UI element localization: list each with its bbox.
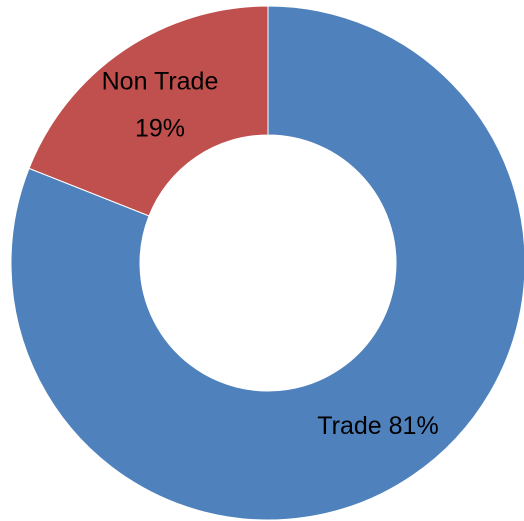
slice — [28, 5, 269, 217]
label-category: Trade — [317, 412, 381, 440]
slice — [10, 5, 524, 521]
label-value: 81% — [389, 412, 439, 440]
slices — [10, 5, 524, 521]
data-label: Trade 81% — [317, 412, 438, 440]
label-category: Non Trade — [102, 68, 219, 96]
label-value: 19% — [135, 115, 185, 143]
